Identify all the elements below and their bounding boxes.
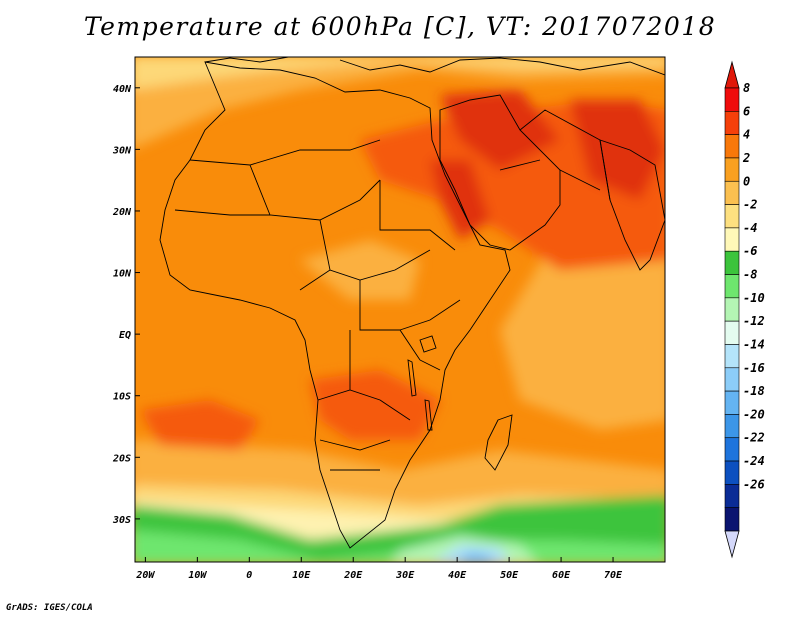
colorbar-level-label: -12 bbox=[743, 314, 765, 328]
band-green bbox=[135, 530, 665, 562]
y-tick-label: 10S bbox=[113, 392, 131, 403]
colorbar-swatch bbox=[724, 507, 740, 532]
interior-borders bbox=[174, 109, 611, 471]
colorbar-swatch bbox=[724, 134, 740, 159]
y-tick-label: 20N bbox=[112, 207, 132, 218]
temperature-contours bbox=[135, 57, 665, 562]
lake-tanganyika bbox=[407, 359, 417, 397]
colorbar-level-label: -8 bbox=[743, 268, 757, 282]
map-frame bbox=[134, 56, 666, 563]
colorbar-level-label: -20 bbox=[743, 407, 765, 421]
colorbar-swatch bbox=[724, 390, 740, 415]
y-tick-label: 40N bbox=[113, 84, 132, 95]
colorbar-swatch bbox=[724, 227, 740, 252]
x-tick-label: 10W bbox=[188, 570, 207, 581]
colorbar-swatch bbox=[724, 460, 740, 485]
y-tick-label: 30S bbox=[112, 515, 131, 526]
map-plot-area bbox=[135, 57, 665, 562]
colorbar-swatch bbox=[724, 414, 740, 439]
colorbar-level-label: -4 bbox=[743, 221, 757, 235]
colorbar-level-label: -26 bbox=[743, 477, 765, 491]
band-light-orange-central bbox=[300, 240, 420, 300]
colorbar-swatch bbox=[724, 367, 740, 392]
colorbar-level-label: -14 bbox=[743, 337, 765, 351]
colorbar-swatch bbox=[724, 274, 740, 299]
colorbar-swatch bbox=[724, 111, 740, 135]
band-pale-north bbox=[135, 57, 665, 90]
madagascar bbox=[484, 414, 513, 471]
europe-coast bbox=[204, 57, 665, 76]
colorbar-level-label: -16 bbox=[743, 361, 765, 375]
x-tick-label: 30E bbox=[395, 570, 415, 581]
band-dark-red-3 bbox=[430, 160, 490, 240]
x-tick-label: 20E bbox=[343, 570, 363, 581]
colorbar-top-arrow bbox=[724, 60, 740, 89]
colorbar-swatch bbox=[724, 180, 740, 205]
colorbar-swatch bbox=[724, 297, 740, 322]
band-dark-red-2 bbox=[570, 100, 665, 200]
colorbar-swatch bbox=[724, 437, 740, 462]
band-light-orange-north bbox=[135, 57, 665, 148]
x-tick-label: 10E bbox=[292, 570, 311, 581]
y-tick-label: EQ bbox=[119, 330, 131, 341]
colorbar-level-label: 2 bbox=[742, 151, 750, 165]
x-tick-label: 50E bbox=[500, 570, 519, 581]
lake-malawi bbox=[424, 399, 433, 431]
grads-credit: GrADS: IGES/COLA bbox=[6, 603, 93, 613]
colorbar-level-label: 8 bbox=[743, 81, 750, 95]
colorbar-level-label: -2 bbox=[743, 198, 757, 212]
colorbar-swatch bbox=[724, 157, 740, 182]
africa-coastline bbox=[159, 61, 511, 549]
x-tick-label: 0 bbox=[246, 570, 252, 581]
band-red-orange-central bbox=[310, 370, 440, 440]
band-blue bbox=[458, 552, 494, 562]
y-tick-label: 30N bbox=[112, 145, 132, 156]
colorbar: 8 6 4 2 0 -2 -4 -6 -8 -10 -12 -14 -16 -18 -20 -22 -24 -26 bbox=[724, 60, 765, 559]
band-red-orange-west bbox=[140, 400, 260, 450]
x-tick-label: 40E bbox=[448, 570, 467, 581]
latitude-axis: 40N 30N 20N 10N EQ 10S 20S 30S bbox=[112, 84, 140, 526]
india-coastline bbox=[599, 139, 665, 271]
colorbar-swatch bbox=[724, 484, 740, 508]
colorbar-level-label: -10 bbox=[743, 291, 765, 305]
colorbar-level-label: 4 bbox=[743, 128, 750, 142]
colorbar-swatch bbox=[724, 204, 740, 229]
colorbar-level-label: -24 bbox=[743, 454, 765, 468]
longitude-axis: 20W 10W 0 10E 20E 30E 40E 50E 60E 70E bbox=[135, 557, 623, 581]
colorbar-level-label: -18 bbox=[743, 384, 765, 398]
x-tick-label: 20W bbox=[135, 570, 155, 581]
colorbar-level-label: -22 bbox=[743, 431, 765, 445]
band-dark-red-1 bbox=[440, 90, 560, 170]
country-borders bbox=[159, 57, 665, 549]
colorbar-bottom-arrow bbox=[724, 530, 740, 559]
x-tick-label: 60E bbox=[552, 570, 571, 581]
colorbar-swatch bbox=[724, 87, 740, 112]
x-tick-label: 70E bbox=[604, 570, 623, 581]
lake-victoria bbox=[419, 335, 437, 353]
arabia-coastline bbox=[439, 94, 561, 251]
colorbar-level-label: -6 bbox=[743, 244, 757, 258]
colorbar-swatch bbox=[724, 344, 740, 369]
band-light-orange-east bbox=[500, 230, 665, 430]
y-tick-label: 10N bbox=[113, 269, 132, 280]
chart-title: Temperature at 600hPa [C], VT: 201707201… bbox=[83, 12, 717, 41]
colorbar-swatch bbox=[724, 250, 740, 275]
colorbar-level-label: 6 bbox=[743, 104, 750, 118]
colorbar-level-label: 0 bbox=[743, 174, 750, 188]
colorbar-swatch bbox=[724, 320, 740, 345]
y-tick-label: 20S bbox=[112, 453, 131, 464]
